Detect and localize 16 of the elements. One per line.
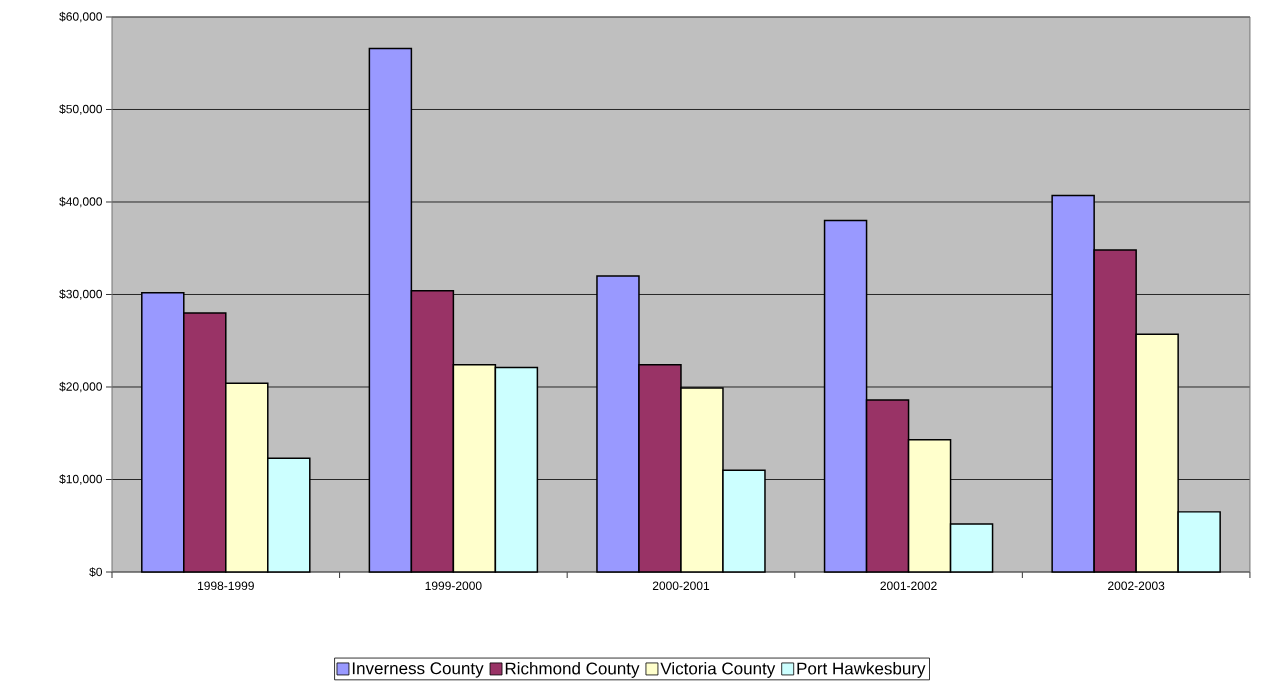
x-tick-label: 2000-2001: [652, 581, 710, 591]
x-tick-label: 1998-1999: [198, 581, 254, 591]
y-tick-label: $10,000: [59, 474, 102, 485]
x-tick-label: 1999-2000: [425, 581, 482, 591]
x-tick-label: 2001-2002: [880, 581, 937, 591]
legend-label: Port Hawkesbury: [797, 662, 926, 678]
legend-label: Richmond County: [505, 662, 640, 678]
y-tick-label: $30,000: [59, 289, 102, 300]
x-tick-label: 2002-2003: [1108, 581, 1165, 591]
y-tick-label: $50,000: [59, 104, 102, 115]
y-tick-label: $20,000: [59, 381, 102, 393]
y-tick-label: $0: [89, 567, 103, 577]
legend-label: Victoria County: [660, 662, 776, 678]
y-tick-label: $40,000: [59, 196, 102, 208]
legend-label: Inverness County: [352, 662, 484, 678]
y-tick-label: $60,000: [59, 11, 102, 23]
